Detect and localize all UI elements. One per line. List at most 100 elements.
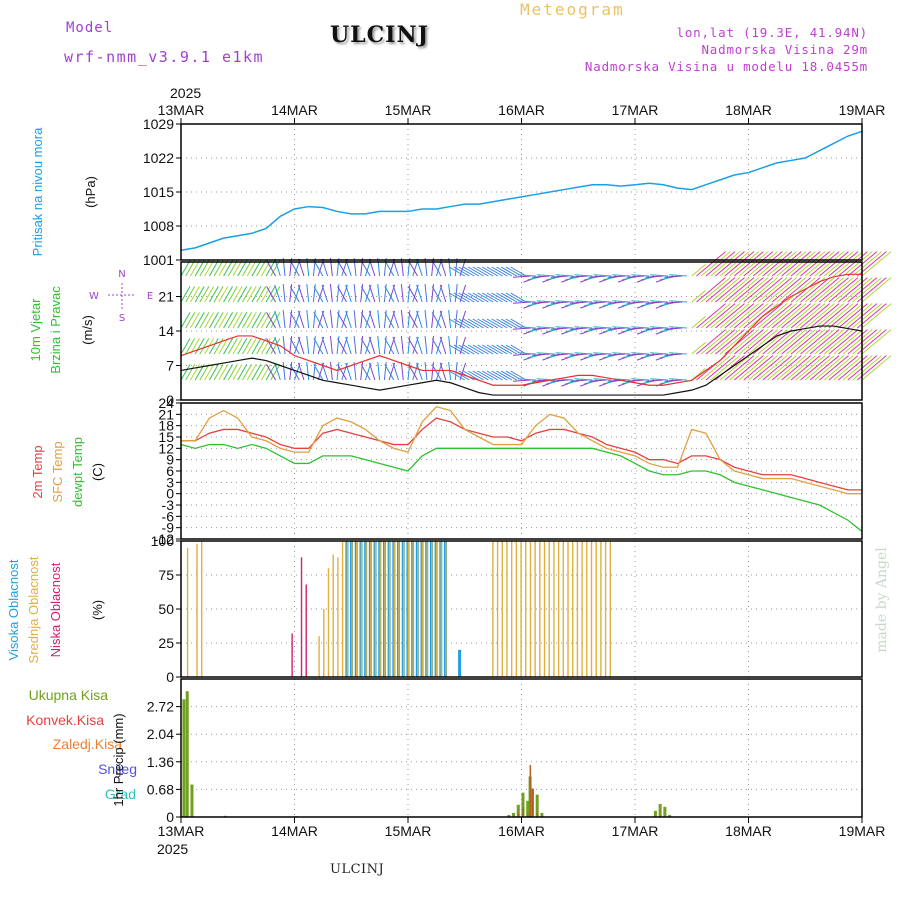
cloud-bar-mid	[506, 541, 508, 677]
x-tick-label-top: 16MAR	[498, 102, 545, 118]
wind-barb	[748, 329, 778, 355]
cloud-bar-low	[291, 633, 293, 677]
cloud-bar-mid	[360, 541, 363, 677]
cloud-bar-mid	[600, 541, 602, 677]
wind-barb	[691, 316, 706, 329]
wind-barb	[512, 379, 531, 382]
cloud-bar-mid	[492, 541, 494, 677]
wind-barb	[500, 292, 518, 303]
wind-barb	[360, 312, 371, 329]
wind-barb	[453, 318, 470, 329]
temp-axis-unit: (C)	[90, 463, 105, 481]
year-bottom: 2025	[157, 841, 188, 857]
wind-barb	[384, 312, 395, 329]
wind-barb	[729, 277, 760, 303]
wind-barb	[738, 251, 769, 277]
wind-barb	[705, 329, 736, 355]
cloud-bar-mid	[595, 541, 597, 677]
wind-barb	[383, 310, 387, 329]
wind-barb	[360, 284, 364, 303]
wind-barb	[204, 364, 215, 381]
wind-barb	[218, 312, 229, 329]
cloud-bar-mid	[572, 541, 574, 677]
y-tick-label: 12	[158, 440, 174, 456]
wind-barb	[705, 277, 736, 303]
temp-line-2m	[181, 417, 862, 491]
wind-barb	[795, 303, 826, 329]
wind-barb	[574, 326, 593, 329]
cloud-bar-mid	[586, 541, 588, 677]
cloud-bar-mid	[337, 557, 339, 677]
wind-barb	[274, 284, 281, 303]
wind-barb	[861, 251, 892, 277]
wind-barb	[448, 318, 465, 329]
wind-barb	[790, 355, 821, 381]
wind-barb	[738, 329, 769, 355]
wind-barb	[555, 352, 574, 355]
wind-barb	[828, 355, 859, 381]
temp-line-sfc	[181, 406, 862, 495]
wind-barb	[700, 329, 731, 355]
wind-barb	[762, 251, 793, 277]
precip-axis-title: 1hr Precip (mm)	[111, 713, 126, 806]
wind-barb	[800, 277, 830, 303]
wind-barb	[631, 326, 650, 329]
wind-barb	[852, 303, 882, 329]
y-tick-label: 0	[166, 392, 174, 408]
wind-barb	[260, 364, 271, 381]
wind-barb	[477, 370, 494, 381]
wind-barb	[274, 310, 281, 329]
wind-barb	[517, 300, 536, 303]
wind-barb	[631, 378, 650, 381]
wind-barb	[400, 310, 404, 329]
wind-barb	[593, 352, 612, 355]
wind-barb	[282, 362, 286, 381]
wind-barb	[383, 284, 387, 303]
wind-barb	[448, 370, 465, 381]
wind-barb	[555, 326, 574, 329]
wind-barb	[491, 318, 508, 329]
wind-barb	[710, 329, 741, 355]
wind-barb	[289, 338, 300, 355]
y-tick-label: -12	[154, 531, 174, 547]
wind-barb	[781, 277, 812, 303]
wind-barb	[407, 336, 411, 355]
wind-barb	[593, 378, 612, 381]
x-tick-label-bottom: 14MAR	[271, 823, 318, 839]
compass-w: W	[89, 291, 99, 302]
wind-barb	[467, 292, 484, 303]
wind-barb	[496, 344, 513, 355]
wind-barb	[321, 284, 329, 303]
cloud-bar-mid	[562, 541, 565, 677]
wind-barb	[724, 277, 755, 303]
wind-barb	[223, 260, 233, 277]
cloud-bar-mid	[520, 541, 522, 677]
precip-bar-total	[653, 810, 657, 817]
wind-barb	[242, 338, 252, 355]
cloud-axis-title-high: Visoka Oblacnost	[6, 559, 21, 660]
precip-legend-0: Ukupna Kisa	[29, 687, 109, 703]
precip-bar-total	[526, 800, 530, 817]
wind-barb	[368, 284, 376, 303]
wind-barb	[500, 318, 518, 329]
wind-barb	[536, 274, 555, 277]
wind-barb	[719, 277, 750, 303]
wind-barb	[270, 286, 281, 303]
wind-barb	[431, 310, 435, 329]
wind-barb	[664, 353, 683, 356]
x-tick-label-top: 15MAR	[385, 102, 432, 118]
precip-bar-total	[507, 814, 511, 817]
cloud-bar-mid	[346, 541, 348, 677]
wind-barb	[512, 275, 531, 278]
x-tick-label-bottom: 18MAR	[725, 823, 772, 839]
wind-barb	[180, 338, 191, 355]
wind-barb	[555, 300, 574, 303]
y-tick-label: 0	[166, 486, 174, 502]
wind-barb	[194, 260, 205, 277]
cloud-bar-low	[300, 557, 303, 677]
wind-barb	[256, 312, 267, 329]
cloud-bar-mid	[534, 541, 536, 677]
wind-barb	[645, 379, 664, 382]
cloud-bar-mid	[200, 541, 203, 677]
